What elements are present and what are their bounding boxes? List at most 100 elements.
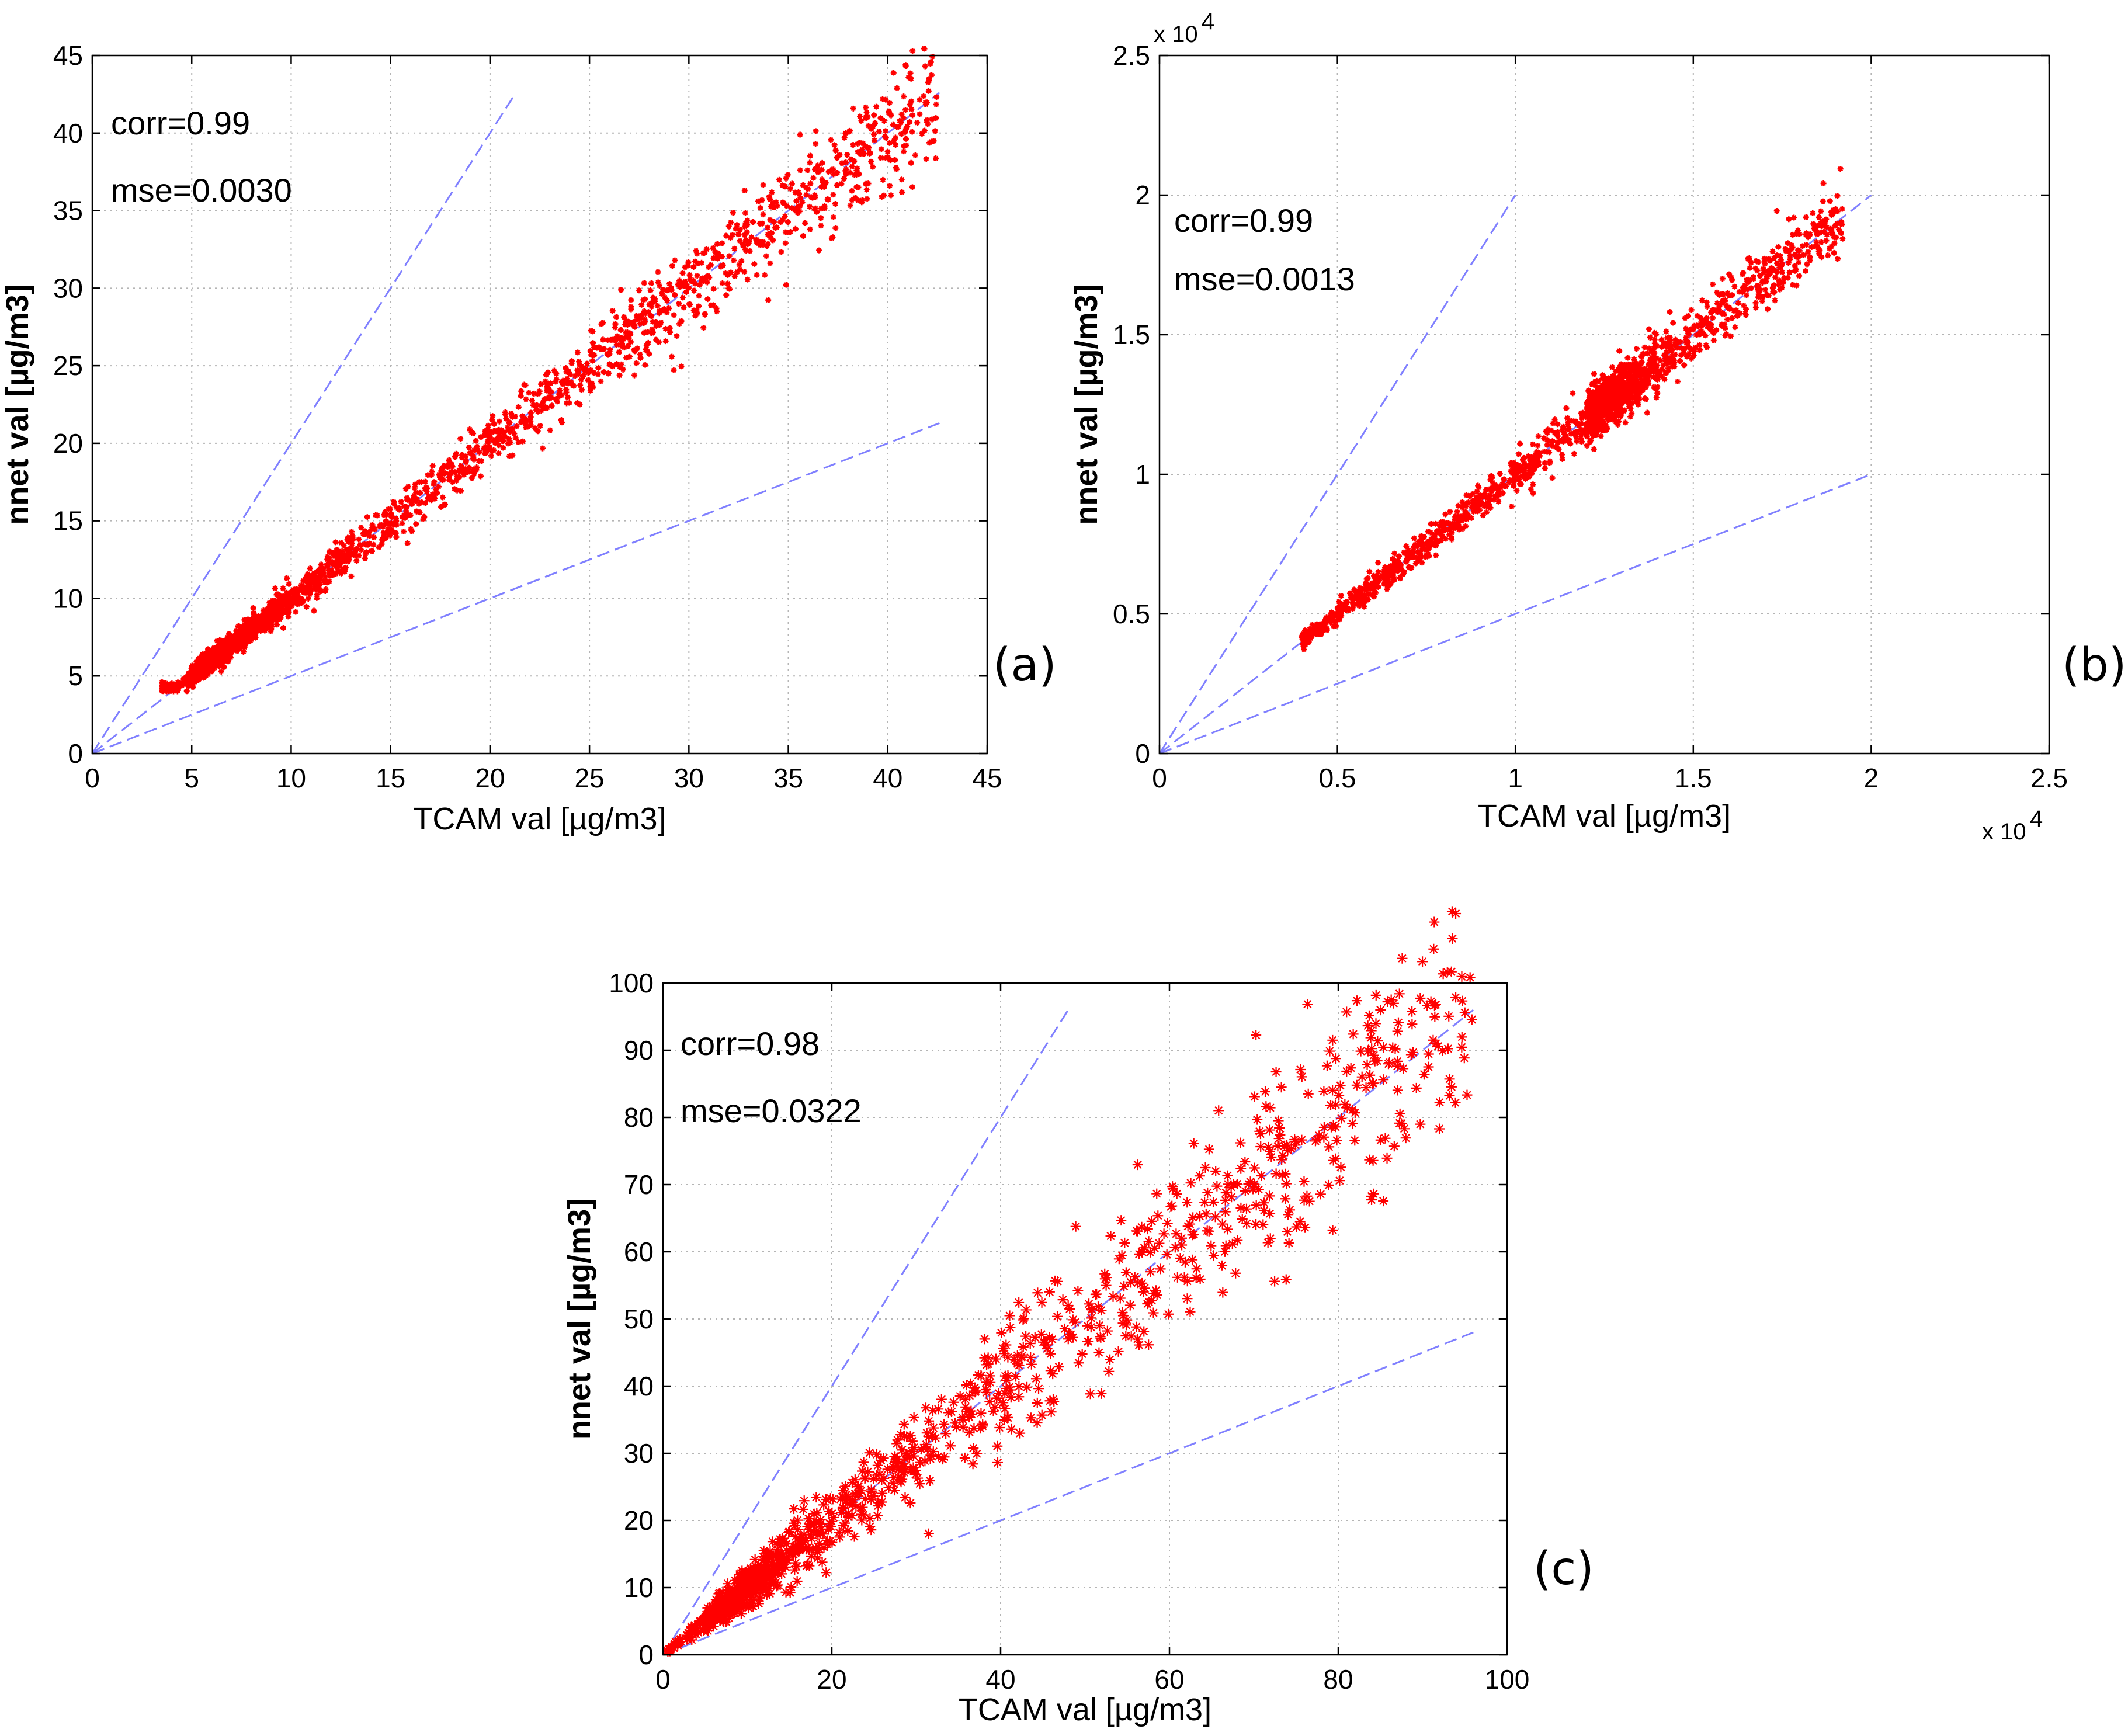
- scatter-point: [1616, 348, 1623, 354]
- scatter-point: [774, 203, 780, 209]
- scatter-point: [308, 573, 314, 579]
- scatter-point: [637, 313, 644, 319]
- scatter-point: [1633, 381, 1639, 388]
- scatter-point: [252, 634, 259, 641]
- scatter-point: [446, 474, 452, 481]
- scatter-point: [664, 297, 670, 304]
- scatter-point: [1001, 1375, 1012, 1386]
- scatter-point: [223, 648, 229, 654]
- scatter-point: [1483, 494, 1489, 501]
- scatter-point: [792, 189, 799, 196]
- scatter-point: [770, 204, 777, 211]
- scatter-point: [1185, 1306, 1196, 1317]
- scatter-point: [1428, 520, 1434, 527]
- scatter-point: [1743, 292, 1749, 298]
- scatter-point: [305, 596, 311, 602]
- scatter-point: [349, 540, 355, 547]
- scatter-point: [478, 434, 484, 440]
- scatter-point: [865, 123, 872, 129]
- scatter-point: [1608, 378, 1615, 384]
- scatter-point: [984, 1396, 995, 1407]
- scatter-point: [321, 579, 328, 586]
- scatter-point: [1327, 1034, 1338, 1046]
- scatter-point: [1455, 502, 1462, 509]
- scatter-point: [1776, 277, 1782, 284]
- scatter-point: [1834, 220, 1841, 227]
- scatter-point: [790, 1557, 801, 1568]
- scatter-point: [1338, 613, 1345, 619]
- scatter-point: [1438, 537, 1445, 544]
- scatter-point: [627, 330, 633, 336]
- scatter-point: [1117, 1310, 1129, 1321]
- scatter-point: [741, 269, 748, 275]
- scatter-point: [1803, 268, 1809, 274]
- scatter-point: [454, 473, 460, 480]
- scatter-point: [1668, 356, 1675, 362]
- scatter-point: [1574, 421, 1581, 428]
- scatter-point: [1548, 427, 1554, 433]
- scatter-point: [672, 257, 678, 263]
- scatter-point: [656, 310, 662, 317]
- scatter-point: [1374, 577, 1380, 584]
- scatter-point: [834, 182, 841, 188]
- scatter-point: [1301, 627, 1308, 634]
- scatter-point: [706, 275, 713, 281]
- scatter-point: [1657, 357, 1664, 364]
- scatter-point: [815, 169, 821, 175]
- scatter-point: [345, 558, 351, 565]
- scatter-point: [797, 167, 803, 173]
- scatter-point: [1432, 541, 1439, 547]
- scatter-point: [180, 676, 187, 682]
- scatter-point: [1391, 577, 1397, 583]
- scatter-point: [1348, 595, 1354, 601]
- scatter-point: [537, 402, 544, 409]
- scatter-point: [262, 627, 268, 634]
- scatter-point: [1456, 526, 1462, 533]
- scatter-point: [789, 180, 795, 187]
- scatter-point: [491, 447, 497, 453]
- scatter-point: [919, 130, 925, 137]
- scatter-point: [1662, 353, 1669, 360]
- scatter-point: [784, 172, 791, 178]
- scatter-point: [1375, 560, 1381, 566]
- scatter-point: [477, 473, 484, 480]
- scatter-point: [1359, 592, 1365, 598]
- scatter-point: [1534, 457, 1540, 463]
- scatter-point: [791, 1561, 802, 1572]
- scatter-point: [1596, 425, 1602, 432]
- scatter-point: [1388, 1141, 1400, 1152]
- scatter-point: [186, 672, 193, 678]
- scatter-point: [1607, 407, 1613, 414]
- scatter-point: [1663, 349, 1669, 356]
- scatter-point: [1462, 1089, 1473, 1100]
- scatter-point: [646, 301, 652, 308]
- scatter-point: [1466, 493, 1473, 499]
- scatter-point: [1206, 1240, 1217, 1251]
- scatter-point: [832, 225, 839, 231]
- scatter-point: [1403, 543, 1410, 550]
- scatter-point: [295, 601, 301, 607]
- scatter-point: [473, 467, 480, 473]
- scatter-point: [468, 450, 474, 456]
- scatter-point: [1506, 480, 1512, 486]
- scatter-point: [1117, 1307, 1128, 1318]
- scatter-point: [255, 627, 262, 634]
- scatter-point: [616, 372, 623, 379]
- scatter-point: [202, 672, 209, 678]
- scatter-point: [1276, 1154, 1287, 1165]
- scatter-point: [1588, 437, 1594, 443]
- scatter-point: [1345, 607, 1352, 614]
- scatter-point: [1731, 283, 1738, 290]
- scatter-point: [641, 320, 647, 327]
- scatter-point: [1132, 1334, 1143, 1345]
- scatter-point: [792, 1576, 803, 1586]
- scatter-point: [773, 1548, 784, 1559]
- scatter-point: [931, 138, 937, 144]
- scatter-point: [281, 597, 287, 603]
- scatter-point: [666, 281, 673, 287]
- scatter-point: [482, 443, 489, 450]
- scatter-point: [396, 506, 402, 513]
- scatter-point: [446, 457, 452, 463]
- x-tick-label-b: 2: [1864, 763, 1879, 793]
